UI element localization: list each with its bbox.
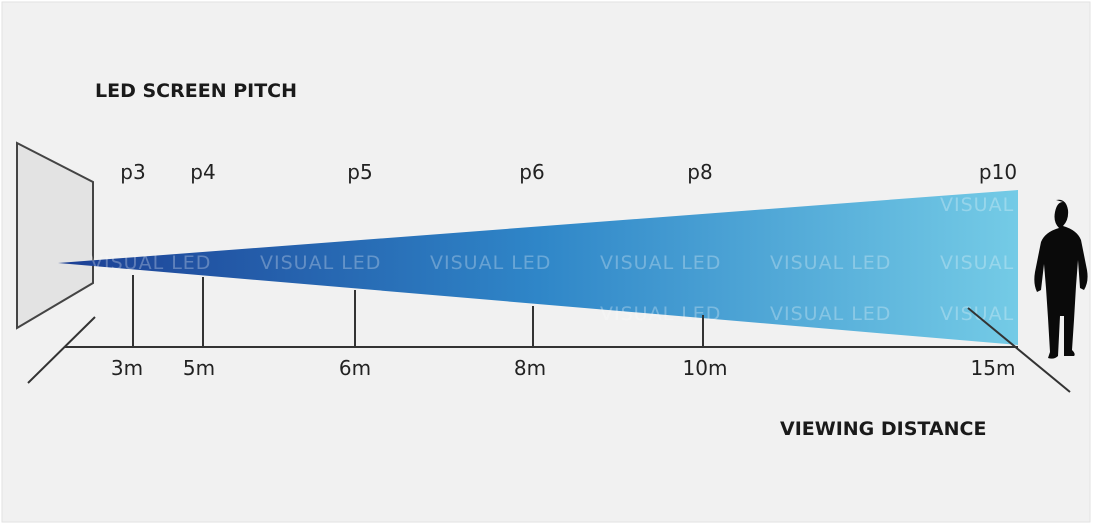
distance-label: 5m (183, 356, 215, 380)
watermark: VISUAL LED (600, 252, 721, 274)
markers: p3 3m p4 5m p5 6m p6 8m p8 10m p10 15m (111, 160, 1017, 380)
watermark: VISUAL LED (940, 194, 1061, 216)
watermark: VISUAL LED (770, 252, 891, 274)
pitch-label: p6 (519, 160, 544, 184)
watermarks: VISUAL LED VISUAL LED VISUAL LED VISUAL LED… (90, 194, 1061, 325)
pitch-label: p3 (120, 160, 145, 184)
distance-label: 6m (339, 356, 371, 380)
floor-edge (27, 316, 96, 384)
title: LED SCREEN PITCH (95, 80, 297, 102)
watermark: VISUAL LED (940, 252, 1061, 274)
pitch-label: p4 (190, 160, 215, 184)
watermark: VISUAL LED (770, 303, 891, 325)
axis-label: VIEWING DISTANCE (780, 418, 986, 440)
screen (16, 141, 94, 330)
distance-label: 8m (514, 356, 546, 380)
watermark: VISUAL LED (90, 252, 211, 274)
floor-edge (967, 307, 1071, 393)
viewing-beam (58, 190, 1018, 345)
pitch-label: p10 (979, 160, 1017, 184)
pitch-label: p5 (347, 160, 372, 184)
watermark: VISUAL LED (940, 303, 1061, 325)
pitch-label: p8 (687, 160, 712, 184)
distance-label: 10m (683, 356, 728, 380)
distance-label: 15m (971, 356, 1016, 380)
watermark: VISUAL LED (430, 252, 551, 274)
distance-label: 3m (111, 356, 143, 380)
watermark: VISUAL LED (260, 252, 381, 274)
watermark: VISUAL LED (600, 303, 721, 325)
person-silhouette (1034, 199, 1088, 359)
